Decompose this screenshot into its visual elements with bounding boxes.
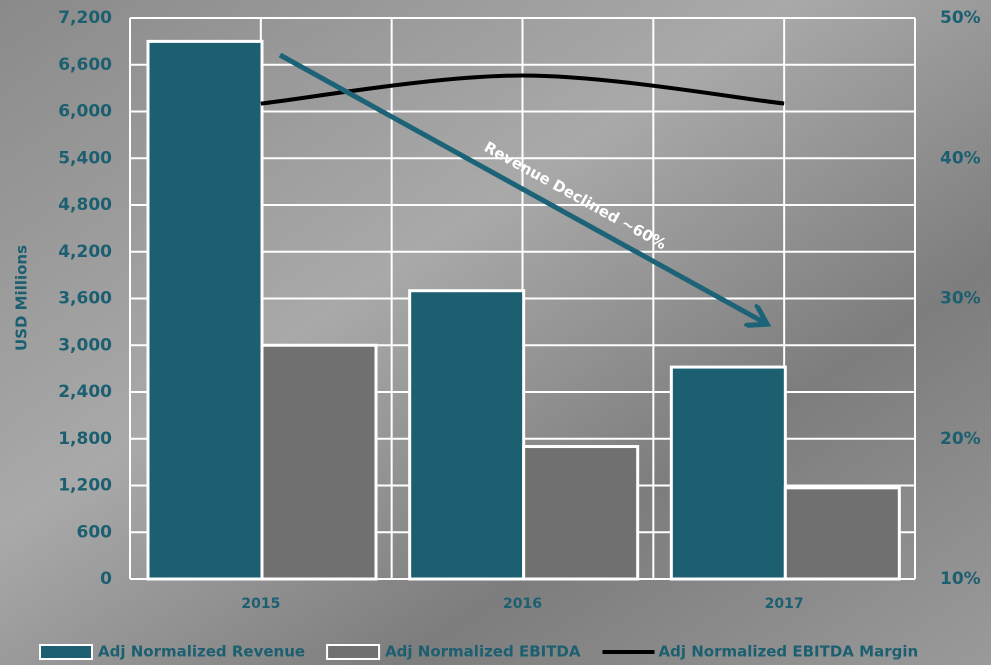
y-tick-label: 1,800 xyxy=(58,429,112,449)
legend-label: Adj Normalized EBITDA Margin xyxy=(659,643,919,661)
bar xyxy=(669,365,787,581)
y-tick-label: 600 xyxy=(77,522,113,542)
bar xyxy=(146,39,264,581)
y2-tick-label: 50% xyxy=(940,8,981,28)
y-tick-label: 0 xyxy=(100,569,112,589)
y-tick-label: 3,000 xyxy=(58,335,112,355)
legend-swatch xyxy=(39,644,93,660)
legend-label: Adj Normalized EBITDA xyxy=(385,643,581,661)
x-tick-label: 2016 xyxy=(503,596,542,612)
bar xyxy=(408,289,526,581)
y-tick-label: 5,400 xyxy=(58,148,112,168)
y-tick-label: 4,800 xyxy=(58,195,112,215)
y-tick-label: 7,200 xyxy=(58,8,112,28)
legend-label: Adj Normalized Revenue xyxy=(98,643,305,661)
y-tick-label: 2,400 xyxy=(58,382,112,402)
y-tick-label: 4,200 xyxy=(58,242,112,262)
legend-swatch xyxy=(326,644,381,660)
y-tick-label: 3,600 xyxy=(58,289,112,309)
y2-tick-label: 40% xyxy=(940,148,981,168)
y2-tick-label: 20% xyxy=(940,429,981,449)
y2-tick-label: 30% xyxy=(940,289,981,309)
x-tick-label: 2015 xyxy=(241,596,280,612)
line-series xyxy=(260,73,785,106)
y-tick-label: 6,000 xyxy=(58,102,112,122)
bar xyxy=(260,343,378,581)
annotation-arrow xyxy=(278,52,765,323)
bar xyxy=(522,445,640,581)
bar xyxy=(783,486,901,581)
y2-tick-label: 10% xyxy=(940,569,981,589)
y-tick-label: 6,600 xyxy=(58,55,112,75)
y-tick-label: 1,200 xyxy=(58,476,112,496)
x-tick-label: 2017 xyxy=(765,596,804,612)
y-axis-label: USD Millions xyxy=(13,245,31,351)
